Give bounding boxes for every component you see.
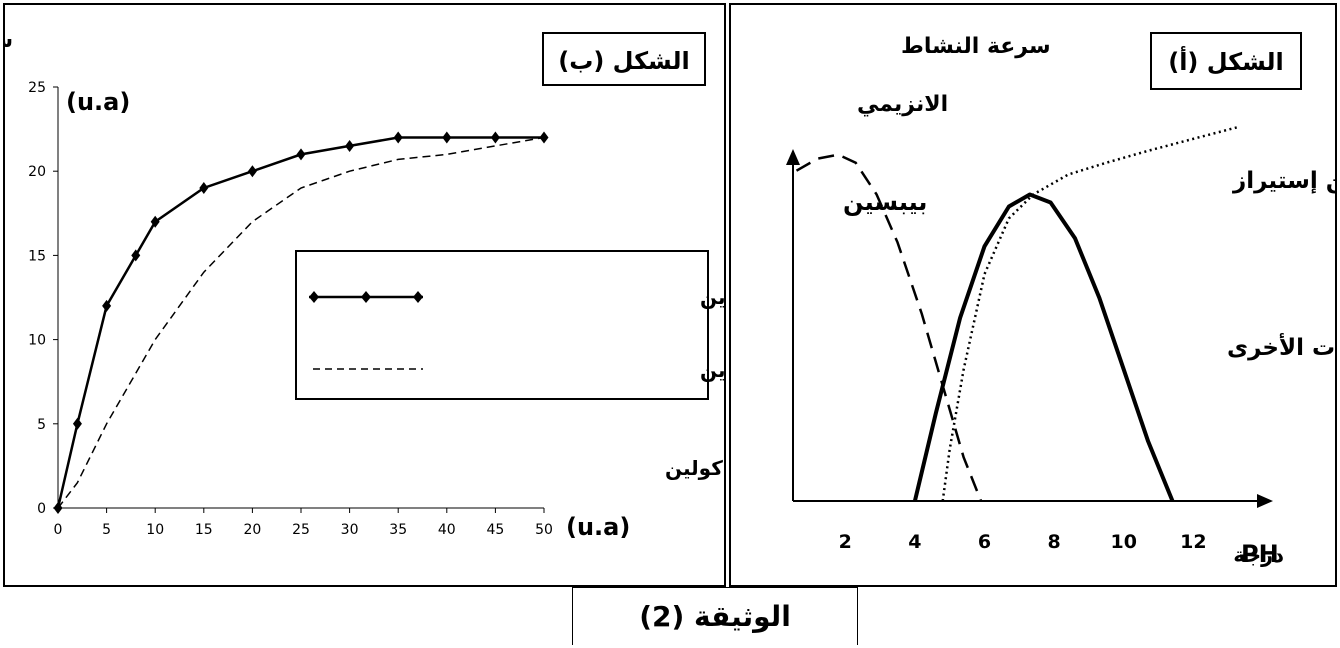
x-tick-label: 2 — [839, 531, 852, 553]
x-tick-label: 25 — [292, 522, 310, 538]
panel-b-frame — [3, 3, 726, 587]
y-tick-label: 5 — [37, 417, 46, 433]
x-axis-unit: PH — [1241, 540, 1279, 568]
x-tick-label: 5 — [102, 522, 111, 538]
x-tick-label: 50 — [535, 522, 553, 538]
x-axis-unit: (u.a) — [566, 513, 630, 541]
series-label-pepsin: بيبسين — [843, 188, 927, 216]
series-line-pepsin — [795, 153, 983, 502]
enzyme-activity-chart: الشكل (أ) سرعة النشاط الانزيمي 2 4 6 8 10 12 … — [786, 32, 1337, 568]
y-tick-label: 25 — [28, 80, 46, 96]
data-point-marker — [247, 165, 257, 178]
x-tick-label: 0 — [54, 522, 63, 538]
y-axis-arrow — [786, 149, 800, 165]
x-tick-label: 15 — [195, 522, 213, 538]
data-point-marker — [345, 139, 355, 152]
panel-a-label: الشكل (أ) — [1168, 46, 1284, 76]
panel-b-label-box — [542, 32, 706, 86]
x-tick-label: 8 — [1048, 531, 1061, 553]
series-line-with-tacrine — [57, 136, 545, 509]
x-tick-label: 12 — [1180, 531, 1206, 553]
x-tick-label: 6 — [978, 531, 991, 553]
legend-label-1: المنحنى (1): غياب التاكرين — [700, 285, 726, 309]
y-tick-label: 20 — [28, 164, 46, 180]
x-tick-label: 30 — [341, 522, 359, 538]
legend-marker — [361, 291, 371, 303]
panel-a-label-box — [1150, 32, 1302, 90]
x-tick-label: 40 — [438, 522, 456, 538]
data-point-marker — [442, 131, 452, 144]
y-axis-title: سرعة النشاط — [901, 34, 1051, 59]
x-tick-label: 35 — [389, 522, 407, 538]
data-point-marker — [53, 502, 63, 514]
x-tick-label: 4 — [908, 531, 921, 553]
x-axis-title: الاستيل كولين — [665, 456, 726, 480]
document-caption: الوثيقة (2) — [639, 600, 791, 633]
panel-b-label: الشكل (ب) — [558, 47, 689, 75]
panel-a-frame — [729, 3, 1337, 587]
data-point-marker — [72, 417, 82, 430]
legend-label-2: المنحنى (2): وجود التاكرين — [700, 358, 726, 382]
series-label-acetylcholinesterase: أستيل كولين إستيراز — [1232, 164, 1337, 194]
data-point-marker — [150, 215, 160, 228]
x-tick-label: 45 — [486, 522, 504, 538]
legend-marker — [309, 291, 319, 303]
data-point-marker — [199, 182, 209, 195]
y-tick-label: 10 — [28, 333, 46, 349]
data-point-marker — [490, 131, 500, 144]
data-point-marker — [102, 299, 112, 312]
series-label-other-enzymes: أغلب الأنزيمات الأخرى — [1227, 331, 1337, 361]
legend: المنحنى (1): غياب التاكرين المنحنى (2): … — [295, 250, 726, 400]
data-point-marker — [131, 249, 141, 262]
x-tick-label: 10 — [1111, 531, 1137, 553]
data-point-marker — [393, 131, 403, 144]
series-line-acetylcholinesterase — [941, 125, 1240, 502]
x-tick-label: 10 — [146, 522, 164, 538]
y-tick-label: 15 — [28, 248, 46, 264]
x-axis-arrow — [1257, 494, 1273, 508]
y-tick-label: 0 — [37, 501, 46, 517]
data-point-marker — [296, 148, 306, 161]
series-line-other-enzymes — [912, 192, 1175, 502]
x-axis-title: درجة — [1233, 543, 1284, 567]
x-tick-label: 20 — [243, 522, 261, 538]
document-caption-box: الوثيقة (2) — [572, 587, 858, 645]
reaction-rate-chart: الشكل (ب) سرعة التفاعل (u.a) الاستيل كول… — [3, 28, 726, 541]
y-axis-unit: (u.a) — [66, 88, 130, 116]
data-point-marker — [539, 131, 549, 144]
y-axis-title-line2: الانزيمي — [857, 92, 948, 117]
legend-marker — [413, 291, 423, 303]
legend-box — [295, 250, 709, 400]
y-axis-title: سرعة التفاعل — [3, 28, 13, 52]
